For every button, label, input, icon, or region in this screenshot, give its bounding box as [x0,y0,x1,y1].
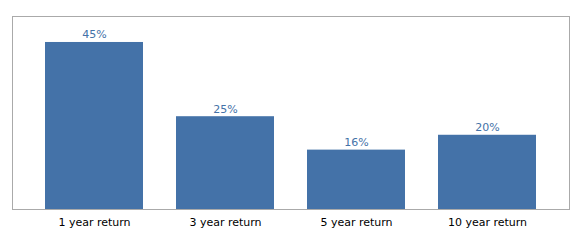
svg-text:25%: 25% [213,103,237,116]
svg-text:20%: 20% [475,121,499,134]
svg-text:16%: 16% [344,136,368,149]
svg-text:10 year return: 10 year return [448,216,527,229]
svg-text:3 year return: 3 year return [189,216,261,229]
svg-text:1 year return: 1 year return [58,216,130,229]
svg-text:45%: 45% [82,28,106,41]
svg-text:5 year return: 5 year return [320,216,392,229]
